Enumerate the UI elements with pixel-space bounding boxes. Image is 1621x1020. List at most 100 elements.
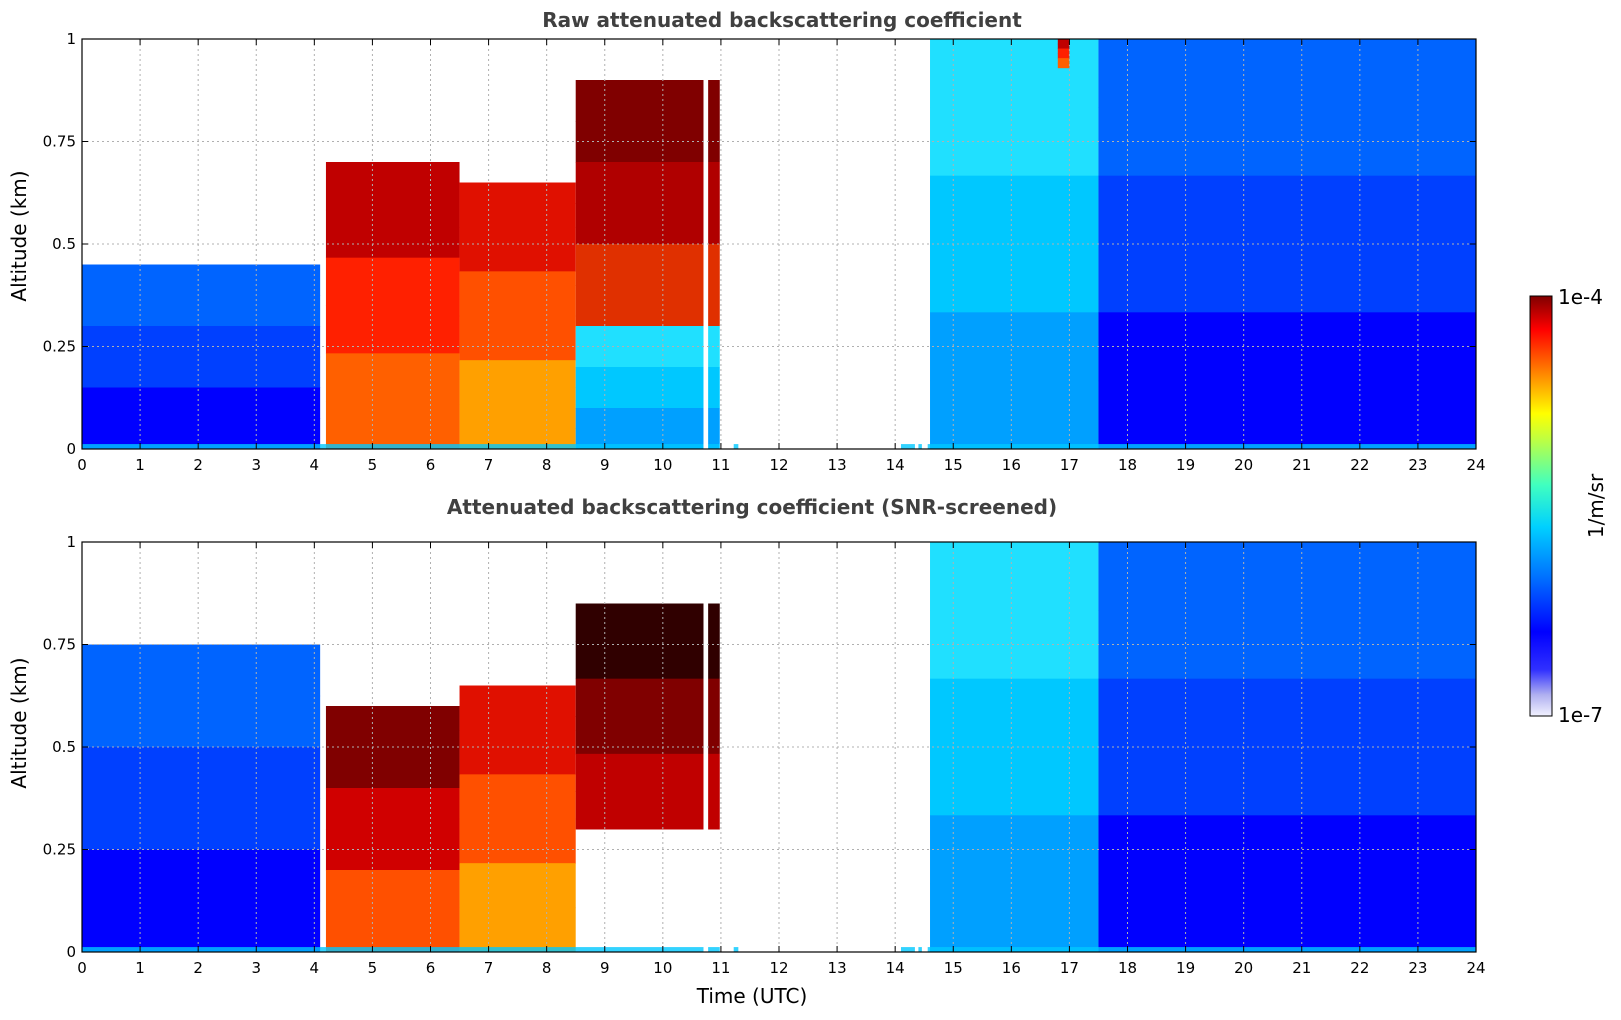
backscatter-region (459, 685, 576, 731)
x-tick-label: 17 (1060, 959, 1079, 977)
backscatter-region (1098, 39, 1476, 108)
data-gap (914, 39, 919, 449)
x-tick-label: 3 (251, 456, 261, 474)
x-tick-label: 4 (310, 959, 320, 977)
x-tick-label: 12 (769, 959, 788, 977)
backscatter-region (575, 603, 721, 642)
x-tick-label: 0 (77, 456, 87, 474)
backscatter-region (575, 326, 721, 347)
backscatter-region (325, 706, 460, 748)
x-tick-label: 0 (77, 959, 87, 977)
backscatter-region (1057, 39, 1070, 45)
x-tick-label: 21 (1292, 959, 1311, 977)
y-tick-label: 0.25 (43, 841, 76, 859)
backscatter-region (575, 285, 721, 327)
backscatter-region (575, 244, 721, 286)
x-tick-label: 4 (310, 456, 320, 474)
x-tick-label: 1 (135, 959, 145, 977)
backscatter-region (1098, 244, 1476, 313)
x-tick-label: 13 (828, 959, 847, 977)
colorbar-min-label: 1e-7 (1558, 703, 1603, 727)
x-tick-label: 16 (1002, 456, 1021, 474)
backscatter-region (1098, 380, 1476, 450)
y-tick-label: 1 (66, 30, 76, 48)
backscatter-region (575, 408, 721, 429)
backscatter-region (82, 900, 321, 953)
backscatter-region (82, 849, 321, 902)
y-tick-label: 1 (66, 533, 76, 551)
backscatter-region (1098, 883, 1476, 953)
x-tick-label: 11 (711, 959, 730, 977)
x-tick-label: 18 (1118, 456, 1137, 474)
backscatter-region (325, 788, 460, 830)
backscatter-region (575, 346, 721, 368)
backscatter-region (1098, 175, 1476, 245)
backscatter-region (459, 182, 576, 228)
snr-screened-backscatter-heatmap: 0 1 2 3 4 5 6 7 8 9 10 11 12 13 14 15 16 17 18 19 20 21 22 23 24… (43, 533, 1486, 977)
backscatter-region (1098, 542, 1476, 611)
x-tick-label: 20 (1234, 456, 1253, 474)
backscatter-region (325, 353, 460, 402)
x-tick-label: 5 (368, 959, 378, 977)
x-tick-label: 22 (1350, 959, 1369, 977)
y-tick-label: 0 (66, 943, 76, 961)
data-gap (703, 39, 709, 449)
backscatter-region (930, 883, 1099, 953)
x-tick-label: 21 (1292, 456, 1311, 474)
backscatter-region (459, 818, 576, 864)
x-tick-label: 1 (135, 456, 145, 474)
backscatter-region (575, 678, 721, 717)
backscatter-region (575, 791, 721, 830)
backscatter-region (82, 264, 321, 296)
backscatter-region (82, 295, 321, 327)
data-gap (914, 542, 919, 952)
backscatter-region (82, 387, 321, 419)
colorbar-gradient (1529, 295, 1553, 717)
x-tick-label: 24 (1466, 456, 1485, 474)
backscatter-region (459, 774, 576, 820)
backscatter-region (325, 401, 460, 450)
y-tick-label: 0.75 (43, 133, 76, 151)
y-tick-label: 0.75 (43, 636, 76, 654)
x-tick-label: 10 (653, 456, 672, 474)
x-tick-label: 19 (1176, 456, 1195, 474)
x-tick-label: 5 (368, 456, 378, 474)
backscatter-region (459, 863, 576, 909)
backscatter-region (82, 798, 321, 850)
backscatter-region (82, 695, 321, 748)
backscatter-region (1057, 43, 1070, 50)
x-tick-label: 8 (542, 959, 552, 977)
x-tick-label: 22 (1350, 456, 1369, 474)
backscatter-region (459, 404, 576, 450)
backscatter-region (459, 907, 576, 953)
x-tick-label: 19 (1176, 959, 1195, 977)
backscatter-region (459, 729, 576, 775)
backscatter-region (1057, 48, 1070, 54)
backscatter-region (930, 175, 1099, 245)
colorbar-max-label: 1e-4 (1558, 285, 1603, 309)
backscatter-region (575, 753, 721, 792)
backscatter-region (575, 203, 721, 245)
x-tick-label: 6 (426, 959, 436, 977)
x-tick-label: 7 (484, 959, 494, 977)
colorbar-unit-label: 1/m/sr (1584, 473, 1608, 538)
x-tick-label: 16 (1002, 959, 1021, 977)
backscatter-region (575, 716, 721, 755)
backscatter-region (82, 747, 321, 799)
backscatter-region (459, 271, 576, 317)
backscatter-region (930, 380, 1099, 450)
raw-backscatter-panel: Raw attenuated backscattering coefficien… (7, 8, 1486, 474)
x-tick-label: 11 (711, 456, 730, 474)
backscatter-region (325, 747, 460, 789)
backscatter-region (1057, 53, 1070, 59)
x-axis-label: Time (UTC) (696, 984, 808, 1008)
x-tick-label: 17 (1060, 456, 1079, 474)
y-tick-label: 0.25 (43, 338, 76, 356)
panel-title: Attenuated backscattering coefficient (S… (447, 495, 1057, 519)
x-tick-label: 23 (1408, 959, 1427, 977)
backscatter-region (930, 542, 1099, 611)
backscatter-region (82, 644, 321, 697)
x-tick-label: 20 (1234, 959, 1253, 977)
x-tick-label: 2 (193, 959, 203, 977)
backscatter-region (575, 387, 721, 409)
